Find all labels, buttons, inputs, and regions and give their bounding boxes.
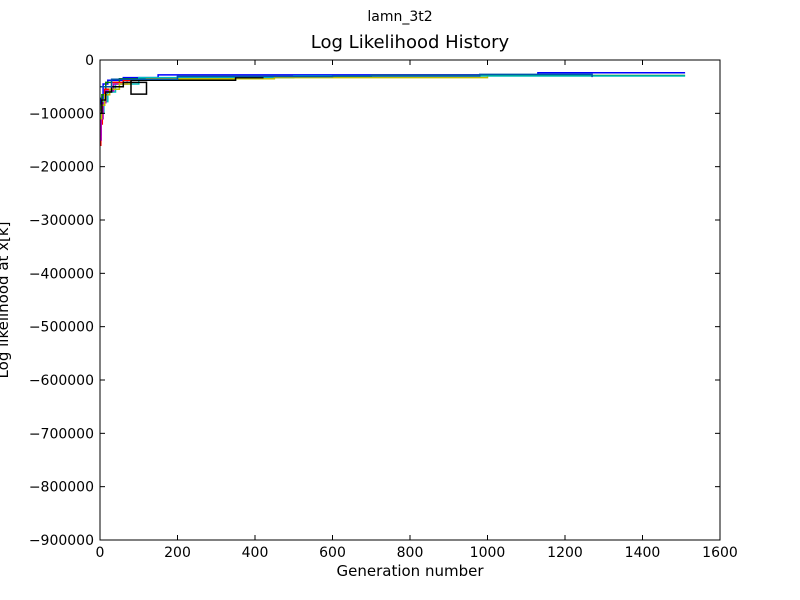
x-tick-label: 800 <box>397 545 424 561</box>
x-tick-label: 1600 <box>702 545 738 561</box>
y-tick-label: −900000 <box>29 533 94 549</box>
x-tick-label: 1000 <box>470 545 506 561</box>
y-axis-label: Log likelihood at x[k] <box>0 221 12 379</box>
x-axis-ticks: 0 200 400 600 800 1000 1200 1400 1600 <box>96 60 738 561</box>
x-tick-label: 600 <box>319 545 346 561</box>
series-line-5 <box>100 81 128 141</box>
y-tick-label: −200000 <box>29 160 94 176</box>
y-tick-label: −600000 <box>29 373 94 389</box>
plot-frame <box>99 59 721 541</box>
series-line-7 <box>100 76 264 115</box>
y-tick-label: −300000 <box>29 213 94 229</box>
series-line-8 <box>100 73 593 88</box>
x-tick-label: 200 <box>164 545 191 561</box>
chart-title: Log Likelihood History <box>310 32 510 53</box>
x-axis-label: Generation number <box>336 562 484 580</box>
x-tick-label: 400 <box>242 545 269 561</box>
x-tick-label: 1200 <box>547 545 583 561</box>
series-line-6 <box>100 76 489 120</box>
y-tick-label: −400000 <box>29 266 94 282</box>
figure-suptitle: lamn_3t2 <box>367 9 433 25</box>
series-line-4 <box>100 75 686 136</box>
y-tick-label: −100000 <box>29 106 94 122</box>
y-tick-label: 0 <box>85 53 94 69</box>
y-axis-ticks: 0 −100000 −200000 −300000 −400000 −500000 −600… <box>29 53 720 549</box>
x-tick-label: 1400 <box>625 545 661 561</box>
y-tick-label: −800000 <box>29 480 94 496</box>
series-layer <box>100 72 686 147</box>
y-tick-label: −500000 <box>29 320 94 336</box>
x-tick-label: 0 <box>96 545 105 561</box>
y-tick-label: −700000 <box>29 426 94 442</box>
